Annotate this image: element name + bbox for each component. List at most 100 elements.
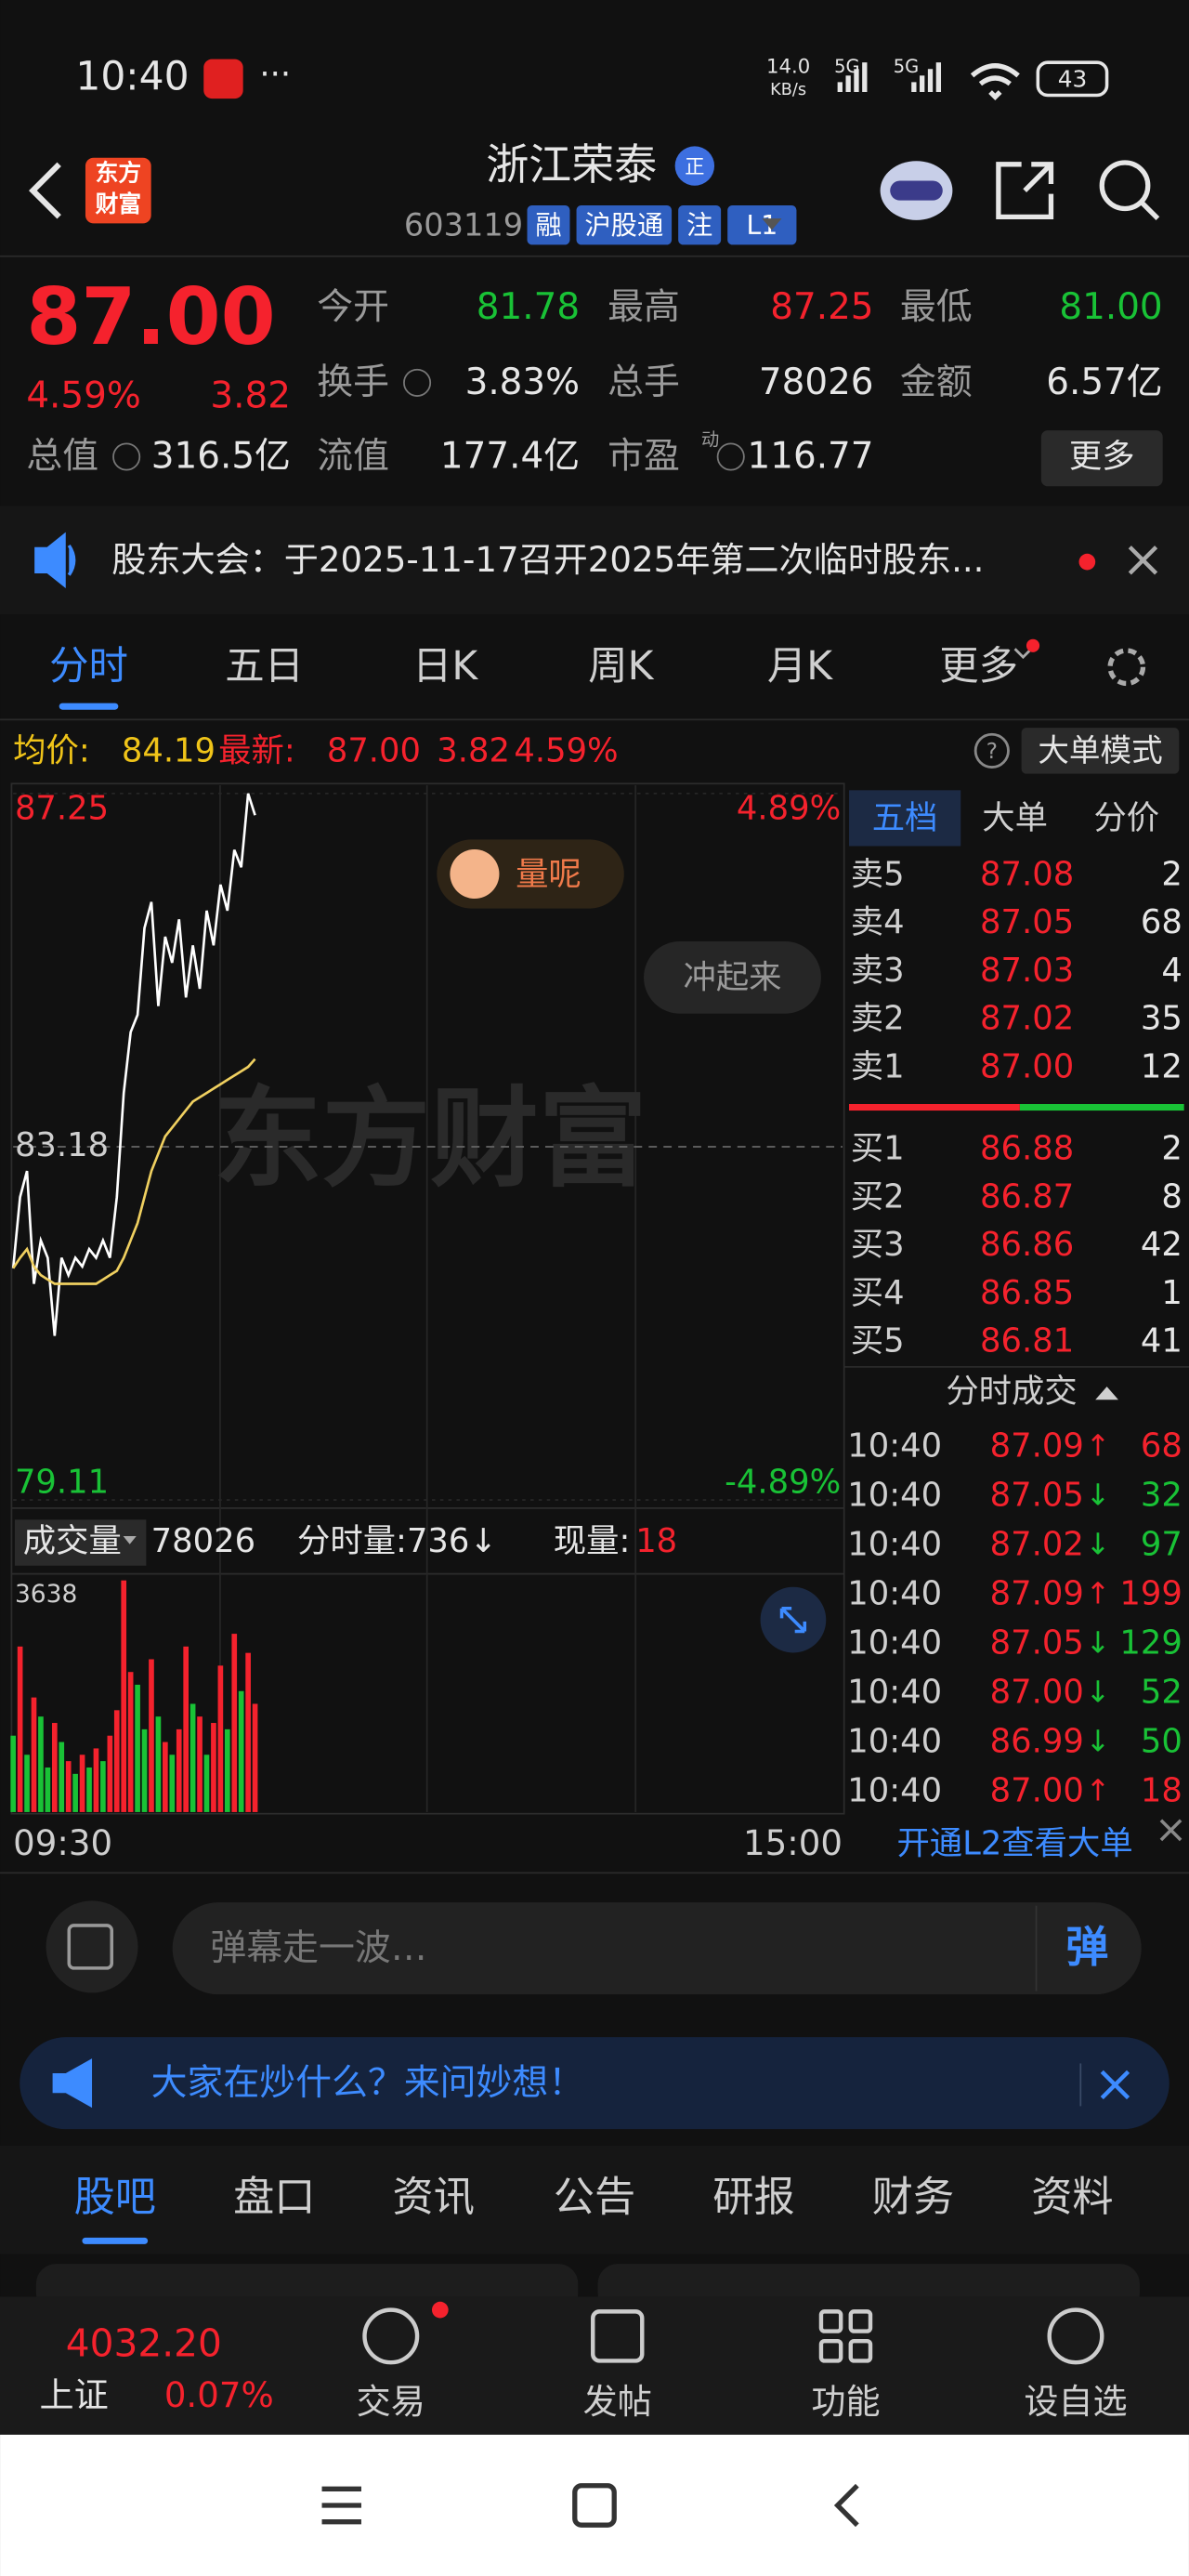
mode-button[interactable] bbox=[1021, 728, 1180, 774]
volume-total: 78026 bbox=[151, 1522, 255, 1560]
book-level: 卖2 bbox=[851, 1000, 905, 1038]
danmu-input[interactable] bbox=[172, 1902, 1142, 1995]
field-label: 金额 bbox=[900, 361, 973, 403]
bubble-text: 量呢 bbox=[516, 855, 581, 893]
section-tab[interactable]: 盘口 bbox=[233, 2174, 315, 2221]
tab[interactable]: 五日 bbox=[225, 644, 304, 690]
nav-item[interactable]: 交易 bbox=[357, 2382, 425, 2422]
danmu-send[interactable]: 弹 bbox=[1065, 1922, 1108, 1972]
unread-dot bbox=[1078, 553, 1096, 571]
tab-indicator bbox=[59, 703, 119, 710]
volume-bar bbox=[100, 1761, 106, 1812]
field-label: 最低 bbox=[900, 286, 973, 328]
danmu-icon bbox=[67, 1924, 114, 1970]
close-button[interactable] bbox=[1159, 1819, 1182, 1842]
tab[interactable]: 更多 bbox=[939, 644, 1018, 690]
field-sup: 动 bbox=[701, 428, 719, 450]
section-tab[interactable]: 股吧 bbox=[74, 2174, 156, 2221]
share-button[interactable] bbox=[996, 162, 1054, 220]
nav-item[interactable]: 发帖 bbox=[583, 2382, 652, 2422]
avg-label: 均价: bbox=[13, 732, 90, 770]
book-volume: 4 bbox=[1161, 952, 1182, 990]
volume-bar bbox=[189, 1703, 196, 1812]
tab[interactable]: 月K bbox=[767, 644, 833, 690]
nav-item[interactable]: 功能 bbox=[811, 2382, 880, 2422]
volume-selector[interactable] bbox=[14, 1519, 147, 1566]
last-price: 87.00 bbox=[26, 271, 275, 363]
dropdown-icon bbox=[123, 1535, 137, 1544]
field-label: 市盈 bbox=[608, 436, 680, 478]
field-label: 总手 bbox=[608, 361, 680, 403]
x-tick-label: 15:00 bbox=[743, 1823, 843, 1863]
settings-button[interactable] bbox=[1107, 648, 1146, 687]
volume-bar bbox=[141, 1728, 148, 1812]
book-tab[interactable]: 分价 bbox=[1093, 799, 1159, 837]
section-tab[interactable]: 资料 bbox=[1031, 2174, 1113, 2221]
tab[interactable]: 分时 bbox=[49, 644, 128, 690]
home-button[interactable] bbox=[572, 2483, 617, 2528]
more-button[interactable] bbox=[1040, 430, 1163, 487]
nav-item[interactable]: 设自选 bbox=[1024, 2382, 1127, 2422]
index-name: 上证 bbox=[39, 2375, 108, 2415]
menu-button[interactable] bbox=[321, 2486, 361, 2525]
tab[interactable]: 周K bbox=[588, 644, 654, 690]
volume-bar bbox=[211, 1723, 216, 1812]
section-tab[interactable]: 财务 bbox=[872, 2174, 954, 2221]
change-pct: 4.59% bbox=[26, 375, 141, 416]
latest-price: 87.00 bbox=[327, 732, 421, 770]
field-value: 81.78 bbox=[477, 286, 580, 328]
info-icon[interactable] bbox=[716, 442, 745, 471]
trade-time: 10:40 bbox=[847, 1723, 942, 1761]
function-icon bbox=[818, 2309, 873, 2363]
trade-direction: ↑ bbox=[1086, 1576, 1111, 1611]
book-volume: 42 bbox=[1141, 1226, 1182, 1264]
book-tab[interactable]: 大单 bbox=[982, 799, 1048, 837]
section-tab[interactable]: 研报 bbox=[712, 2174, 794, 2221]
book-price: 86.81 bbox=[980, 1322, 1074, 1360]
book-tab[interactable]: 五档 bbox=[872, 799, 938, 837]
signal-icons bbox=[837, 62, 942, 92]
section-tab[interactable]: 资讯 bbox=[393, 2174, 475, 2221]
volume-bar bbox=[10, 1735, 17, 1812]
info-icon[interactable] bbox=[403, 368, 432, 397]
trade-volume: 97 bbox=[1141, 1526, 1182, 1564]
trade-price: 87.00 bbox=[990, 1772, 1084, 1810]
close-button[interactable] bbox=[1100, 2070, 1130, 2100]
vertical-grid bbox=[219, 785, 637, 1812]
volume-bar bbox=[245, 1652, 251, 1812]
trade-price: 87.05 bbox=[990, 1477, 1084, 1515]
trade-time: 10:40 bbox=[847, 1426, 942, 1465]
net-speed: 14.0 bbox=[766, 55, 810, 78]
tab[interactable]: 日K bbox=[412, 644, 478, 690]
l2-link[interactable]: 开通L2查看大单 bbox=[896, 1824, 1132, 1862]
book-volume: 1 bbox=[1161, 1274, 1182, 1312]
trade-direction: ↓ bbox=[1086, 1724, 1111, 1759]
now-volume-label: 现量: bbox=[554, 1522, 631, 1560]
latest-label: 最新: bbox=[218, 732, 295, 770]
ai-banner[interactable] bbox=[20, 2037, 1169, 2130]
logo[interactable] bbox=[85, 157, 151, 224]
section-tab[interactable]: 公告 bbox=[554, 2174, 635, 2221]
index-value[interactable]: 4032.20 bbox=[66, 2320, 222, 2365]
back-button[interactable] bbox=[29, 162, 61, 219]
field-value: 316.5亿 bbox=[151, 436, 291, 478]
trade-direction: ↓ bbox=[1086, 1527, 1111, 1562]
notice-bar[interactable] bbox=[0, 506, 1189, 615]
danmu-settings[interactable] bbox=[46, 1900, 138, 1993]
info-icon[interactable] bbox=[112, 442, 141, 471]
tag bbox=[527, 204, 570, 245]
wifi-icon bbox=[970, 63, 1020, 101]
volume-bar bbox=[65, 1761, 72, 1812]
help-button[interactable] bbox=[973, 732, 1010, 769]
close-button[interactable] bbox=[1128, 545, 1158, 575]
unread-dot bbox=[1026, 638, 1040, 652]
help-icon: ? bbox=[986, 740, 998, 764]
background bbox=[0, 0, 1189, 2435]
tag bbox=[576, 204, 673, 245]
volume-bar bbox=[17, 1646, 23, 1812]
search-button[interactable] bbox=[1099, 160, 1151, 212]
cheer-button[interactable] bbox=[644, 940, 821, 1014]
volume-bar bbox=[51, 1723, 58, 1812]
x-tick-label: 09:30 bbox=[13, 1823, 112, 1863]
back-nav-button[interactable] bbox=[833, 2483, 859, 2528]
